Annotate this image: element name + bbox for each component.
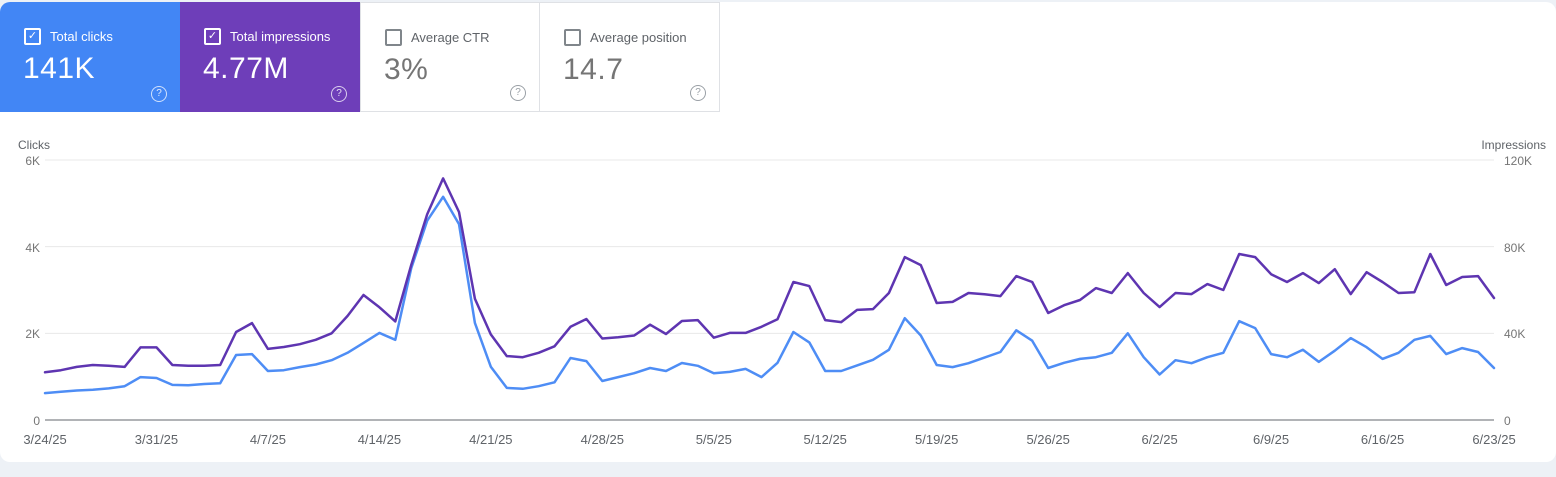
metric-cards-row: ✓ Total clicks 141K ? ✓ Total impression… <box>0 2 720 112</box>
total-clicks-card[interactable]: ✓ Total clicks 141K ? <box>0 2 180 112</box>
x-axis-date-label: 6/16/25 <box>1360 432 1405 447</box>
total-clicks-checkbox[interactable]: ✓ <box>24 28 41 45</box>
help-icon[interactable]: ? <box>151 86 167 102</box>
y-axis-tick-label: 6K <box>25 154 40 168</box>
total-impressions-checkbox[interactable]: ✓ <box>204 28 221 45</box>
average-position-checkbox[interactable] <box>564 29 581 46</box>
performance-panel: ✓ Total clicks 141K ? ✓ Total impression… <box>0 2 1556 462</box>
x-axis-date-label: 4/21/25 <box>469 432 513 447</box>
total-impressions-label: Total impressions <box>230 29 331 44</box>
clicks-line <box>43 195 1496 395</box>
y-axis-tick-label: 0 <box>1504 414 1511 428</box>
total-impressions-value: 4.77M <box>203 52 289 85</box>
x-axis-date-label: 5/12/25 <box>803 432 847 447</box>
x-axis-date-label: 4/28/25 <box>580 432 624 447</box>
x-axis-date-label: 3/24/25 <box>23 432 67 447</box>
total-impressions-card[interactable]: ✓ Total impressions 4.77M ? <box>180 2 360 112</box>
y-axis-tick-label: 40K <box>1504 327 1526 342</box>
y-axis-tick-label: 0 <box>33 414 40 428</box>
x-axis-date-label: 6/9/25 <box>1252 432 1290 447</box>
x-axis-date-label: 3/31/25 <box>134 432 179 447</box>
y-axis-tick-label: 80K <box>1504 240 1526 255</box>
total-clicks-label: Total clicks <box>50 29 113 44</box>
average-position-card[interactable]: Average position 14.7 ? <box>540 2 720 112</box>
x-axis-date-label: 4/14/25 <box>357 432 402 447</box>
average-ctr-checkbox[interactable] <box>385 29 402 46</box>
average-ctr-value: 3% <box>384 53 429 86</box>
y-axis-tick-label: 2K <box>25 327 40 342</box>
performance-chart[interactable]: Clicks Impressions 6K 4K 2K 0 120K 80K 40K 0 3… <box>0 2 1556 462</box>
x-axis-date-label: 5/5/25 <box>695 432 732 447</box>
right-axis-title: Impressions <box>1481 138 1546 152</box>
help-icon[interactable]: ? <box>510 85 526 101</box>
average-position-label: Average position <box>590 30 687 45</box>
y-axis-tick-label: 120K <box>1504 154 1533 168</box>
x-axis-date-label: 6/2/25 <box>1141 432 1178 447</box>
average-ctr-card[interactable]: Average CTR 3% ? <box>360 2 540 112</box>
x-axis-date-label: 5/26/25 <box>1026 432 1070 447</box>
y-axis-tick-label: 4K <box>25 240 40 255</box>
average-position-value: 14.7 <box>563 53 624 86</box>
x-axis-date-label: 5/19/25 <box>915 432 959 447</box>
x-axis-date-label: 4/7/25 <box>249 432 286 447</box>
help-icon[interactable]: ? <box>331 86 347 102</box>
chart-lines-svg <box>43 159 1496 421</box>
x-axis-date-label: 6/23/25 <box>1472 432 1516 447</box>
total-clicks-value: 141K <box>23 52 96 85</box>
left-axis-title: Clicks <box>18 138 50 152</box>
average-ctr-label: Average CTR <box>411 30 490 45</box>
impressions-line <box>43 177 1496 374</box>
help-icon[interactable]: ? <box>690 85 706 101</box>
